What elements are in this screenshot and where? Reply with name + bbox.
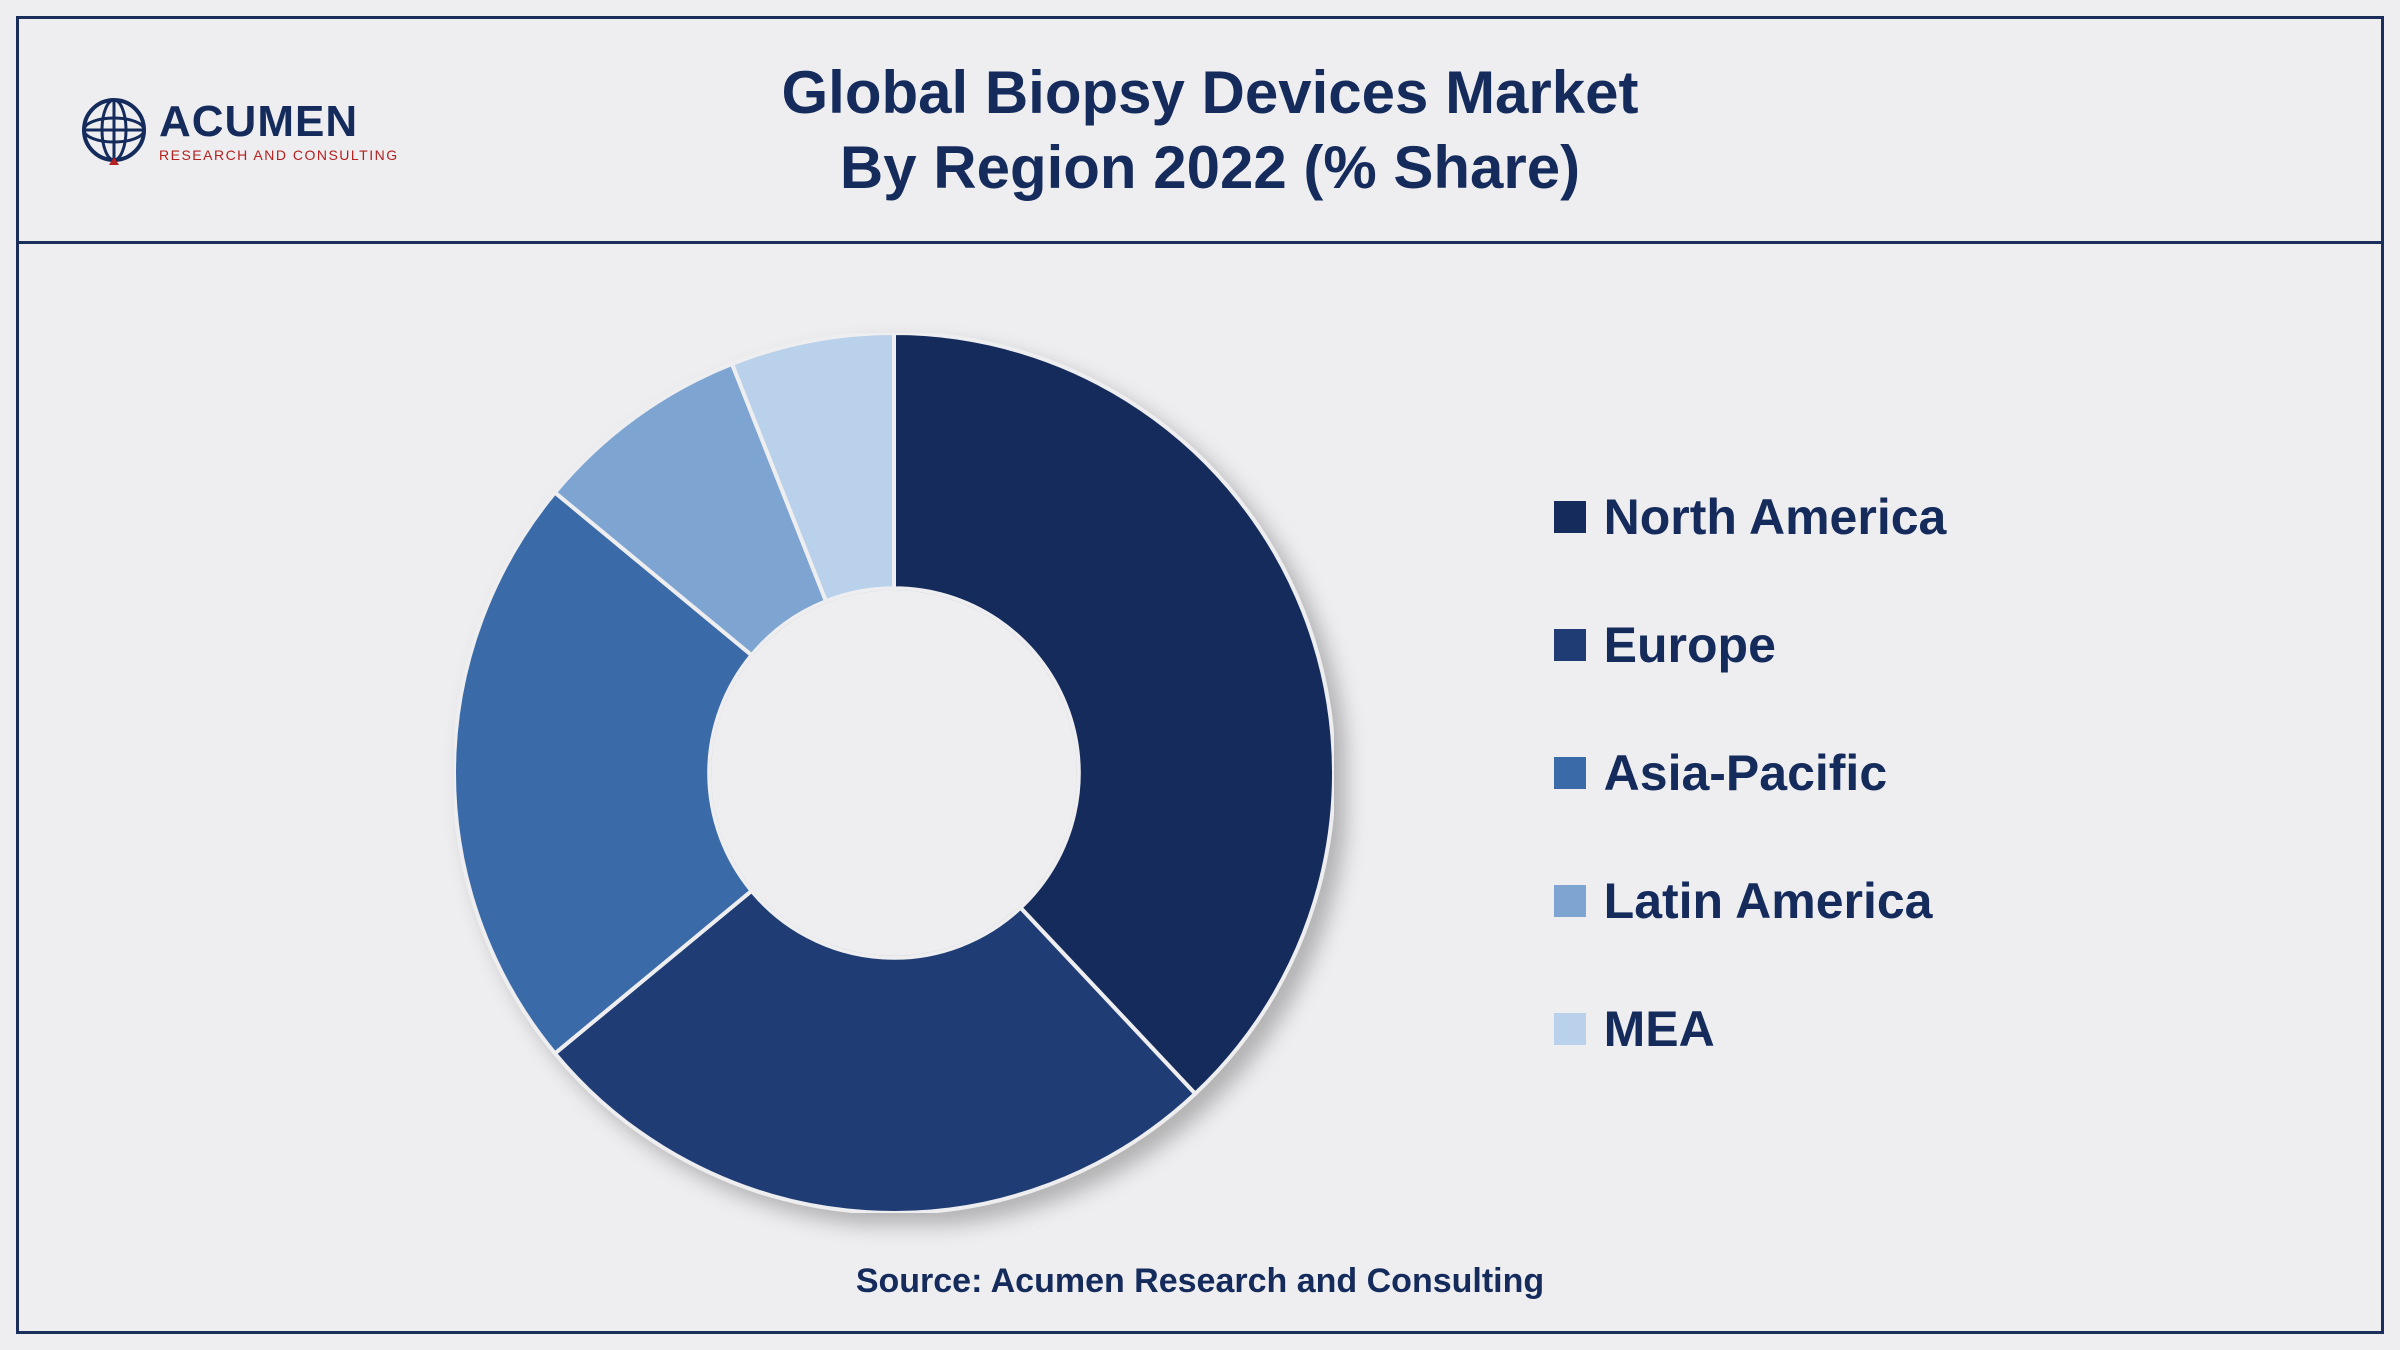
legend-label: North America	[1604, 488, 1947, 546]
legend-label: Europe	[1604, 616, 1776, 674]
donut-hole	[711, 590, 1077, 956]
title-line-1: Global Biopsy Devices Market	[79, 55, 2341, 130]
legend-item-asia-pacific: Asia-Pacific	[1554, 744, 1947, 802]
globe-icon	[79, 95, 149, 165]
source-text: Source: Acumen Research and Consulting	[19, 1262, 2381, 1331]
legend-marker-icon	[1554, 629, 1586, 661]
chart-body: North America Europe Asia-Pacific Latin Ame…	[19, 244, 2381, 1331]
legend-item-north-america: North America	[1554, 488, 1947, 546]
header-bar: ACUMEN RESEARCH AND CONSULTING Global Bi…	[19, 19, 2381, 244]
legend-item-europe: Europe	[1554, 616, 1947, 674]
legend-marker-icon	[1554, 757, 1586, 789]
logo-text: ACUMEN RESEARCH AND CONSULTING	[159, 97, 399, 163]
legend-item-mea: MEA	[1554, 1000, 1947, 1058]
title-line-2: By Region 2022 (% Share)	[79, 130, 2341, 205]
chart-title: Global Biopsy Devices Market By Region 2…	[79, 55, 2341, 205]
legend: North America Europe Asia-Pacific Latin Ame…	[1554, 488, 1947, 1058]
legend-item-latin-america: Latin America	[1554, 872, 1947, 930]
legend-label: Latin America	[1604, 872, 1933, 930]
logo-main-text: ACUMEN	[159, 97, 399, 147]
legend-marker-icon	[1554, 1013, 1586, 1045]
legend-label: Asia-Pacific	[1604, 744, 1887, 802]
donut-chart	[454, 333, 1334, 1213]
page-container: ACUMEN RESEARCH AND CONSULTING Global Bi…	[0, 0, 2400, 1350]
legend-marker-icon	[1554, 885, 1586, 917]
logo-sub-text: RESEARCH AND CONSULTING	[159, 147, 399, 163]
legend-label: MEA	[1604, 1000, 1715, 1058]
company-logo: ACUMEN RESEARCH AND CONSULTING	[79, 95, 399, 165]
legend-marker-icon	[1554, 501, 1586, 533]
chart-frame: ACUMEN RESEARCH AND CONSULTING Global Bi…	[16, 16, 2384, 1334]
chart-area: North America Europe Asia-Pacific Latin Ame…	[19, 284, 2381, 1262]
